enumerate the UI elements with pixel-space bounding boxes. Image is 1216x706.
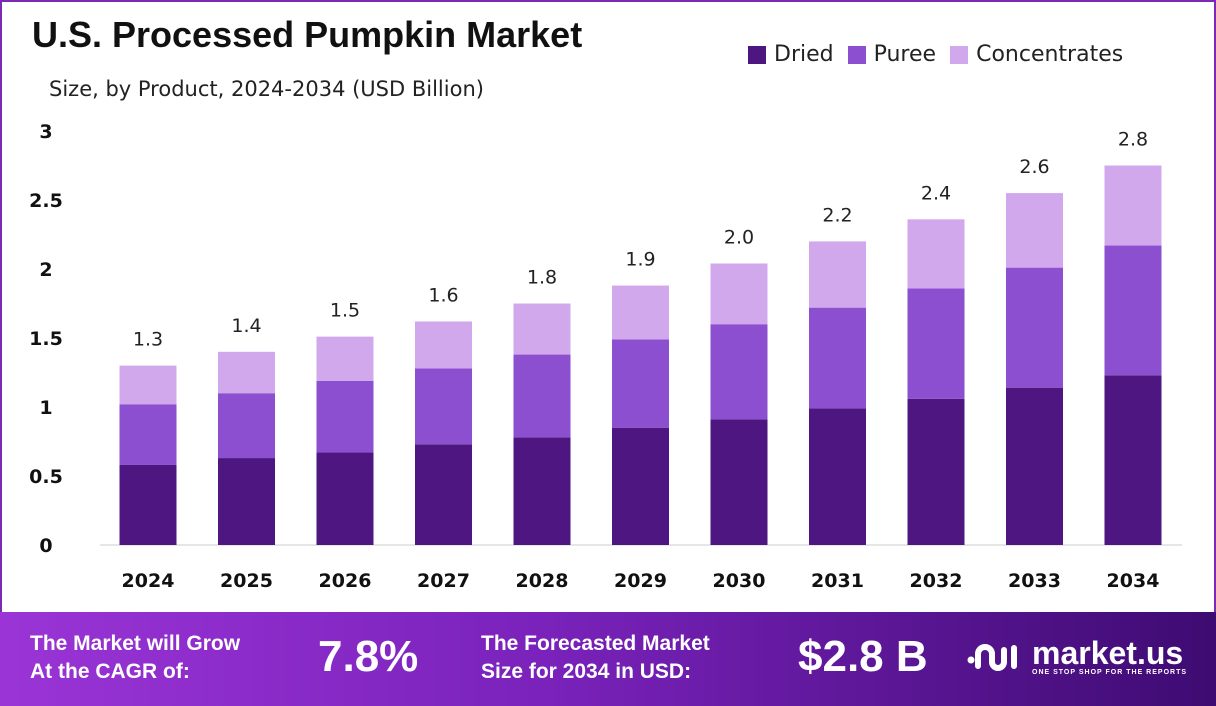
cagr-label-line2: At the CAGR of: xyxy=(30,660,190,683)
total-label: 1.4 xyxy=(231,315,261,337)
x-tick-label: 2030 xyxy=(713,570,766,592)
bar-segment-puree xyxy=(1006,267,1063,388)
bar-segment-concentrates xyxy=(316,336,374,381)
bar-segment-dried xyxy=(1006,387,1063,545)
total-label: 2.8 xyxy=(1118,129,1148,151)
legend-item-dried: Dried xyxy=(748,42,834,67)
y-tick-label: 2 xyxy=(39,259,52,281)
legend-label: Dried xyxy=(774,42,834,67)
bar-segment-puree xyxy=(218,393,275,459)
market-us-logo: market.us ONE STOP SHOP FOR THE REPORTS xyxy=(966,636,1187,676)
legend-swatch xyxy=(950,45,969,64)
x-tick-label: 2033 xyxy=(1008,570,1061,592)
bar-segment-puree xyxy=(907,288,965,399)
bar-chart: 0 0.5 1 1.5 2 2.5 3 1.3 2024 1.4 2025 1.5 2026 1.6 202… xyxy=(29,121,1182,592)
y-tick-label: 0.5 xyxy=(29,466,63,488)
cagr-value: 7.8% xyxy=(318,632,419,681)
legend-item-puree: Puree xyxy=(847,42,937,67)
cagr-label: The Market will Grow At the CAGR of: xyxy=(30,630,240,686)
bar-segment-dried xyxy=(710,419,768,545)
forecast-label: The Forecasted Market Size for 2034 in U… xyxy=(481,630,710,686)
forecast-label-line2: Size for 2034 in USD: xyxy=(481,660,692,683)
bar-segment-concentrates xyxy=(415,321,472,369)
bar-segment-puree xyxy=(513,354,571,438)
logo-tagline: ONE STOP SHOP FOR THE REPORTS xyxy=(1032,668,1188,676)
bar-segment-concentrates xyxy=(1006,193,1063,268)
bar-segment-concentrates xyxy=(1104,165,1162,246)
total-label: 1.6 xyxy=(428,284,458,306)
logo-icon xyxy=(967,644,1017,671)
total-label: 1.3 xyxy=(133,329,163,351)
x-tick-label: 2024 xyxy=(122,570,175,592)
bar-segment-concentrates xyxy=(119,365,177,405)
legend-swatch xyxy=(847,45,866,64)
bar-segment-concentrates xyxy=(809,241,866,308)
y-tick-label: 1.5 xyxy=(29,328,63,350)
y-tick-label: 1 xyxy=(39,397,52,419)
bar-segment-dried xyxy=(612,427,669,545)
y-tick-label: 0 xyxy=(39,535,52,557)
cagr-label-line1: The Market will Grow xyxy=(30,632,241,655)
bar-segment-puree xyxy=(612,339,669,428)
bar-segment-concentrates xyxy=(907,219,965,289)
total-label: 2.4 xyxy=(921,182,951,204)
bar-segment-puree xyxy=(809,307,866,409)
bar-segment-dried xyxy=(119,464,177,545)
bar-segment-dried xyxy=(415,444,472,545)
bar-segment-puree xyxy=(415,368,472,445)
bar-segment-dried xyxy=(907,398,965,545)
total-label: 2.6 xyxy=(1019,156,1049,178)
bar-segment-concentrates xyxy=(218,351,275,394)
y-tick-label: 3 xyxy=(39,121,52,143)
bar-segment-puree xyxy=(119,404,177,465)
x-tick-label: 2032 xyxy=(910,570,963,592)
total-label: 2.2 xyxy=(822,204,852,226)
bar-segment-concentrates xyxy=(513,303,571,355)
x-tick-label: 2027 xyxy=(417,570,470,592)
legend-label: Concentrates xyxy=(976,42,1124,67)
x-tick-label: 2034 xyxy=(1107,570,1160,592)
bar-segment-puree xyxy=(710,324,768,420)
bar-segment-puree xyxy=(316,380,374,453)
chart-subtitle: Size, by Product, 2024-2034 (USD Billion… xyxy=(49,77,484,101)
chart-title: U.S. Processed Pumpkin Market xyxy=(32,14,583,55)
x-tick-label: 2029 xyxy=(614,570,667,592)
bar-segment-dried xyxy=(316,452,374,545)
total-label: 1.9 xyxy=(625,249,655,271)
forecast-value: $2.8 B xyxy=(798,632,928,681)
bar-segment-dried xyxy=(513,437,571,545)
legend: Dried Puree Concentrates xyxy=(748,42,1123,67)
y-tick-label: 2.5 xyxy=(29,190,63,212)
x-tick-label: 2031 xyxy=(811,570,864,592)
summary-banner: The Market will Grow At the CAGR of: 7.8… xyxy=(0,612,1216,706)
bar-segment-dried xyxy=(218,458,275,545)
legend-swatch xyxy=(748,45,766,64)
logo-name: market.us xyxy=(1032,634,1184,671)
legend-item-concentrates: Concentrates xyxy=(950,42,1123,67)
forecast-label-line1: The Forecasted Market xyxy=(481,632,710,655)
legend-label: Puree xyxy=(873,42,937,67)
bar-segment-concentrates xyxy=(612,285,669,340)
x-tick-label: 2028 xyxy=(516,570,569,592)
x-tick-label: 2025 xyxy=(220,570,273,592)
bar-segment-puree xyxy=(1104,245,1162,376)
x-tick-label: 2026 xyxy=(319,570,372,592)
total-label: 2.0 xyxy=(724,226,754,248)
total-label: 1.8 xyxy=(527,267,557,289)
bar-segment-dried xyxy=(809,408,866,545)
total-label: 1.5 xyxy=(330,300,360,322)
bar-segment-concentrates xyxy=(710,263,768,325)
bar-segment-dried xyxy=(1104,375,1162,545)
